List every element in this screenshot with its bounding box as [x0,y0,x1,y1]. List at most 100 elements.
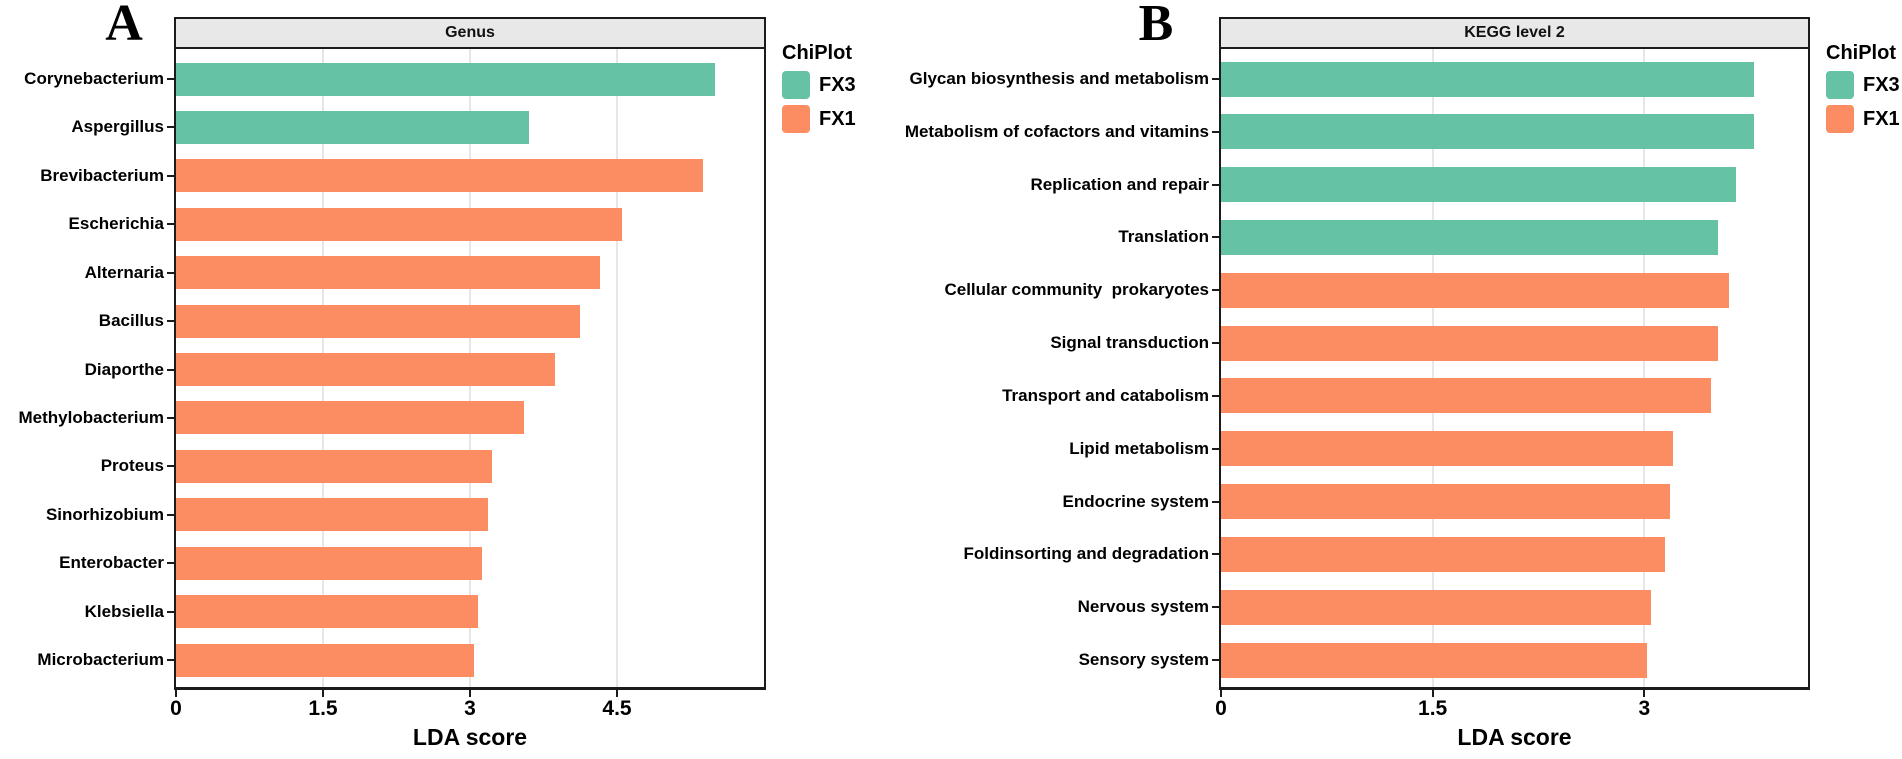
x-tick-label-3: 3 [464,697,476,720]
panel-a-legend-item-fx3: FX3 [782,71,902,99]
fx3-color-swatch [1826,71,1854,99]
y-axis-tick [1212,236,1219,239]
fx3-legend-label: FX3 [819,73,856,96]
x-axis-tick [616,690,618,697]
bar-microbacterium [176,643,474,677]
bar-brevibacterium [176,159,704,193]
panel-a-letter: A [105,0,143,52]
gridline-x-4.5 [616,49,618,687]
y-axis-tick [167,174,174,177]
bar-proteus [176,449,492,483]
x-axis-tick [175,690,177,697]
panel-b-legend: ChiPlot FX3 FX1 [1826,42,1902,133]
fx1-color-swatch [1826,105,1854,133]
bar-enterobacter [176,546,482,580]
bar-sinorhizobium [176,498,488,532]
category-label-b: Sensory system [1078,650,1209,669]
panel-a-x-axis-title: LDA score [412,724,528,750]
y-axis-tick [1212,130,1219,133]
bar-aspergillus [176,110,529,144]
y-axis-tick [167,416,174,419]
gridline-x-1.5 [1431,49,1434,687]
bar-metabolism-of-cofactors-and-vitamins [1221,114,1755,150]
y-axis-tick [167,659,174,661]
x-tick-label-1.5: 1.5 [1418,697,1448,720]
category-label-b: Translation [1118,227,1209,247]
category-label-a: Escherichia [68,214,164,234]
bar-endocrine-system [1221,484,1670,520]
fx3-legend-label: FX3 [1863,73,1900,96]
y-axis-tick [1212,289,1219,292]
bar-glycan-biosynthesis-and-metabolism [1221,61,1755,97]
panel-b-plot-area [1219,49,1810,690]
panel-b-legend-item-fx3: FX3 [1826,71,1902,99]
gridline-x-3 [1643,49,1646,687]
category-label-b: Glycan biosynthesis and metabolism [909,69,1209,88]
bar-lipid-metabolism [1221,431,1673,467]
x-tick-label-0: 0 [1215,697,1227,720]
bar-alternaria [176,256,601,290]
category-label-b: Nervous system [1077,597,1209,617]
panel-b-legend-title: ChiPlot [1826,42,1896,64]
category-label-a: Bacillus [98,311,164,331]
x-tick-label-1.5: 1.5 [308,697,338,720]
category-label-a: Brevibacterium [40,165,164,185]
y-axis-tick [167,513,174,516]
category-label-b: Cellular community prokaryotes [944,280,1209,300]
panel-b-facet-strip: KEGG level 2 [1219,17,1810,49]
category-label-a: Enterobacter [59,553,164,573]
y-axis-tick [1212,183,1219,186]
bar-transport-and-catabolism [1221,378,1711,414]
bar-corynebacterium [176,62,715,96]
y-axis-tick [167,271,174,274]
y-axis-tick [167,223,174,226]
category-label-b: Transport and catabolism [1002,385,1209,405]
y-axis-tick [1212,500,1219,503]
y-axis-tick [167,368,174,371]
category-label-b: Lipid metabolism [1069,438,1209,458]
bar-foldinsorting-and-degradation [1221,536,1666,572]
y-axis-tick [1212,342,1219,345]
x-tick-label-3: 3 [1638,697,1651,720]
x-tick-label-4.5: 4.5 [602,697,632,720]
panel-a-legend: ChiPlot FX3 FX1 [782,42,902,133]
category-label-a: Sinorhizobium [45,504,164,524]
bar-methylobacterium [176,401,524,435]
y-axis-tick [1212,394,1219,397]
y-axis-tick [167,610,174,613]
fx1-color-swatch [782,105,810,133]
category-label-b: Foldinsorting and degradation [963,544,1209,564]
panel-b-strip-title: KEGG level 2 [1464,24,1565,41]
category-label-a: Corynebacterium [24,69,164,88]
panel-b-legend-item-fx1: FX1 [1826,105,1902,133]
fx3-color-swatch [782,71,810,99]
y-axis-tick [1212,659,1219,661]
panel-a-legend-title: ChiPlot [782,42,852,64]
bar-diaporthe [176,353,556,386]
category-label-a: Klebsiella [84,601,164,621]
x-axis-tick [1643,690,1646,697]
category-label-a: Methylobacterium [18,407,164,427]
y-axis-tick [167,78,174,80]
bar-signal-transduction [1221,325,1718,361]
x-axis-tick [1431,690,1434,697]
category-label-a: Microbacterium [37,650,164,669]
bar-sensory-system [1221,642,1648,678]
y-axis-tick [1212,78,1219,80]
bar-klebsiella [176,595,478,629]
panel-a-facet-strip: Genus [174,17,766,49]
bar-cellular-community-prokaryotes [1221,272,1729,308]
y-axis-tick [167,465,174,468]
fx1-legend-label: FX1 [819,107,856,130]
bar-translation [1221,219,1718,255]
y-axis-tick [167,126,174,129]
x-tick-label-0: 0 [170,697,182,720]
category-label-b: Metabolism of cofactors and vitamins [904,121,1209,141]
category-label-a: Aspergillus [71,117,164,137]
panel-a-legend-item-fx1: FX1 [782,105,902,133]
fx1-legend-label: FX1 [1863,107,1900,130]
panel-b-x-axis-title: LDA score [1457,724,1572,750]
bar-escherichia [176,207,622,241]
category-label-b: Signal transduction [1050,333,1209,353]
